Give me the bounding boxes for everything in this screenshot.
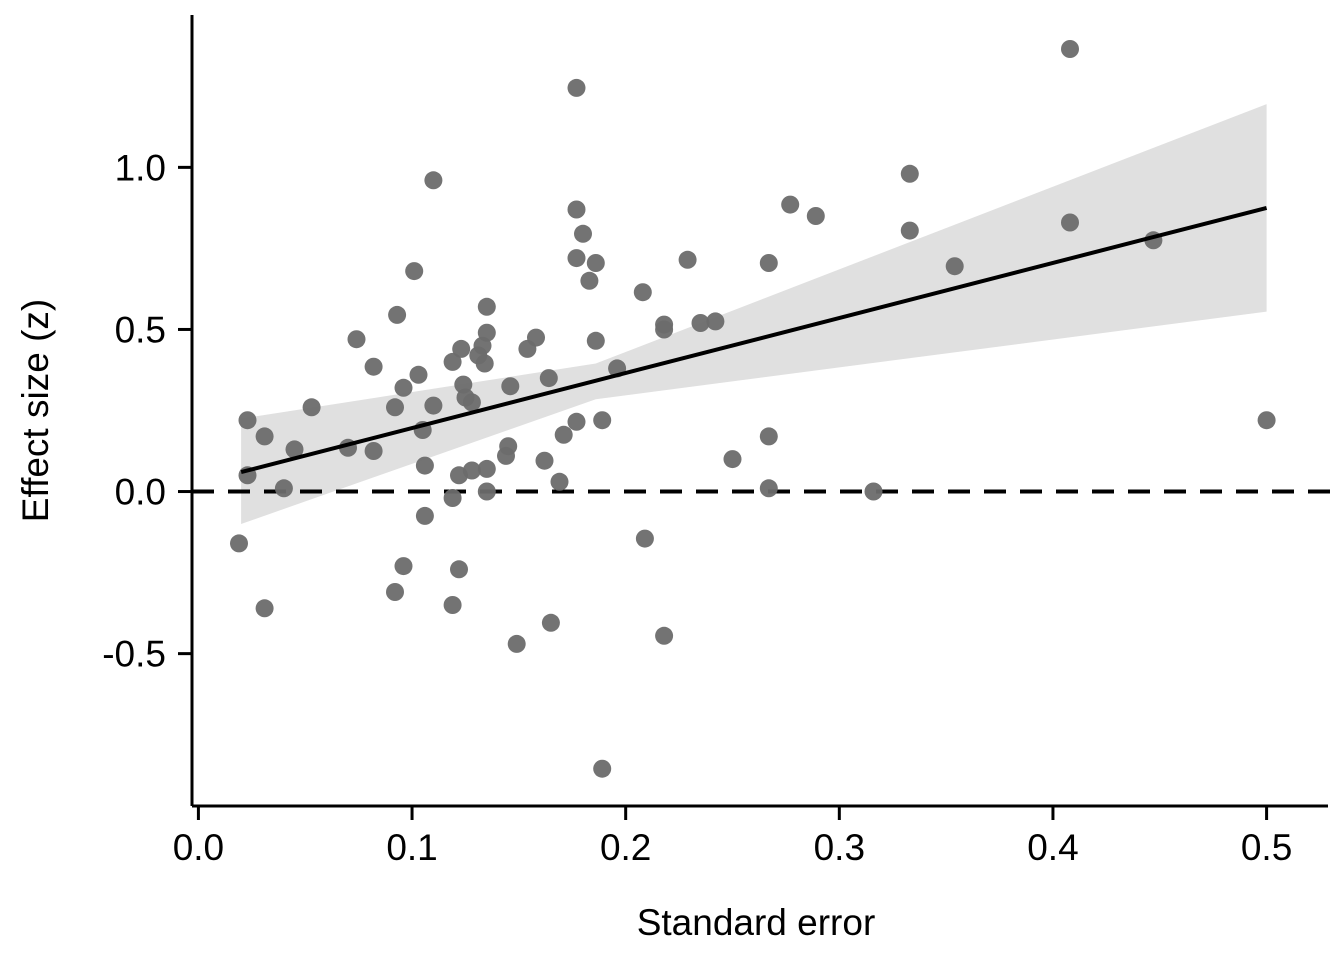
y-tick-label-2: 0.0 bbox=[115, 472, 166, 513]
x-tick-label-3: 0.2 bbox=[600, 827, 651, 868]
data-point-23 bbox=[424, 396, 443, 415]
data-point-48 bbox=[535, 451, 554, 470]
data-point-34 bbox=[462, 461, 481, 480]
data-point-45 bbox=[507, 634, 526, 653]
data-point-44 bbox=[501, 377, 520, 396]
data-point-55 bbox=[567, 200, 586, 219]
data-point-11 bbox=[364, 442, 383, 460]
y-axis-title: Effect size (z) bbox=[15, 299, 56, 522]
data-point-49 bbox=[539, 369, 558, 388]
data-point-40 bbox=[477, 459, 496, 478]
x-axis-ticks: 0.0 0.1 0.2 0.3 0.4 0.5 bbox=[173, 806, 1292, 868]
data-point-5 bbox=[255, 599, 274, 618]
regression-line bbox=[240, 205, 1268, 475]
x-tick-label-6: 0.5 bbox=[1241, 827, 1292, 868]
data-point-41 bbox=[477, 482, 496, 501]
data-point-50 bbox=[541, 613, 560, 632]
data-point-7 bbox=[285, 440, 304, 459]
data-point-54 bbox=[567, 249, 586, 268]
data-point-25 bbox=[443, 352, 462, 371]
data-point-29 bbox=[450, 560, 468, 579]
data-point-47 bbox=[527, 328, 545, 347]
data-point-77 bbox=[806, 207, 825, 225]
data-point-18 bbox=[405, 262, 424, 281]
data-point-22 bbox=[415, 506, 434, 525]
data-point-53 bbox=[567, 412, 586, 431]
data-point-26 bbox=[443, 489, 462, 507]
data-point-43 bbox=[499, 437, 518, 456]
y-tick-label-1: -0.5 bbox=[102, 634, 166, 675]
data-point-70 bbox=[691, 314, 710, 332]
data-point-52 bbox=[554, 425, 573, 444]
data-point-24 bbox=[424, 171, 443, 190]
data-point-21 bbox=[415, 456, 434, 475]
data-point-51 bbox=[550, 472, 569, 491]
data-point-62 bbox=[593, 759, 612, 778]
data-point-14 bbox=[388, 305, 407, 324]
data-point-80 bbox=[900, 221, 919, 240]
x-tick-label-2: 0.1 bbox=[386, 827, 437, 868]
data-point-56 bbox=[567, 78, 586, 97]
data-point-76 bbox=[781, 195, 800, 214]
data-point-74 bbox=[759, 427, 778, 446]
data-point-6 bbox=[274, 479, 293, 498]
data-point-33 bbox=[462, 393, 481, 412]
data-point-8 bbox=[302, 398, 321, 417]
data-point-19 bbox=[409, 365, 428, 384]
data-point-2 bbox=[238, 411, 257, 430]
data-point-68 bbox=[655, 626, 674, 645]
data-point-27 bbox=[443, 596, 462, 614]
x-tick-label-4: 0.3 bbox=[814, 827, 865, 868]
data-point-59 bbox=[586, 331, 605, 350]
data-point-72 bbox=[723, 450, 742, 469]
data-point-15 bbox=[386, 583, 404, 601]
data-point-1 bbox=[230, 534, 248, 553]
data-point-37 bbox=[475, 354, 494, 373]
data-point-57 bbox=[574, 224, 592, 243]
data-point-17 bbox=[394, 557, 413, 576]
data-point-12 bbox=[364, 357, 383, 376]
data-point-75 bbox=[759, 479, 778, 498]
data-point-61 bbox=[593, 411, 612, 430]
data-point-82 bbox=[1061, 40, 1079, 58]
data-point-10 bbox=[347, 330, 366, 349]
data-point-58 bbox=[580, 271, 599, 290]
x-tick-label-1: 0.0 bbox=[173, 827, 224, 868]
y-tick-label-4: 1.0 bbox=[115, 147, 166, 188]
data-point-83 bbox=[1061, 213, 1079, 232]
data-point-67 bbox=[655, 320, 674, 339]
x-axis-title: Standard error bbox=[637, 902, 876, 943]
data-point-30 bbox=[452, 339, 471, 358]
y-axis-ticks: -0.5 0.0 0.5 1.0 bbox=[102, 147, 192, 675]
data-point-78 bbox=[864, 482, 883, 501]
data-point-69 bbox=[678, 250, 697, 269]
data-point-73 bbox=[759, 254, 778, 272]
data-point-71 bbox=[706, 312, 725, 331]
data-point-13 bbox=[386, 398, 404, 417]
y-tick-label-3: 0.5 bbox=[115, 309, 166, 350]
data-point-38 bbox=[477, 297, 496, 316]
x-tick-label-5: 0.4 bbox=[1027, 827, 1078, 868]
data-point-65 bbox=[635, 529, 654, 548]
data-point-39 bbox=[477, 323, 496, 342]
data-point-81 bbox=[945, 257, 964, 276]
confidence-band bbox=[241, 104, 1267, 524]
data-point-79 bbox=[900, 164, 919, 183]
data-point-16 bbox=[394, 378, 413, 397]
data-point-64 bbox=[633, 283, 652, 302]
data-point-4 bbox=[255, 427, 274, 446]
data-point-60 bbox=[586, 254, 605, 272]
data-point-85 bbox=[1257, 411, 1276, 430]
